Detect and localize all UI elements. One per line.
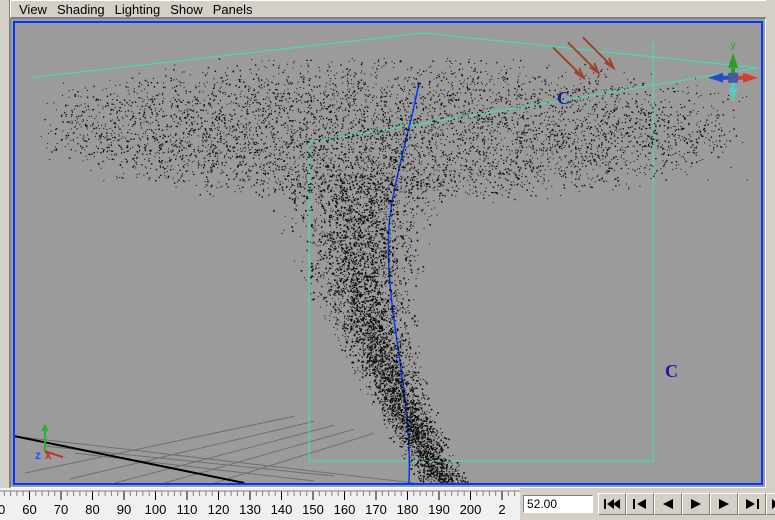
menu-shading[interactable]: Shading [53, 1, 109, 18]
prev-frame-button[interactable] [654, 493, 682, 515]
menu-lighting[interactable]: Lighting [111, 1, 165, 18]
menu-view[interactable]: View [15, 1, 51, 18]
viewport-panel[interactable]: y z x C C [10, 18, 766, 488]
axis-z-label: z [35, 448, 41, 462]
viewport-active-border: y z x C C [13, 21, 763, 485]
menu-panels[interactable]: Panels [209, 1, 257, 18]
camera-label-top: C [557, 88, 570, 109]
left-gutter [0, 0, 10, 488]
gizmo-y-label: y [731, 40, 736, 51]
playback-controls [598, 493, 775, 515]
viewport-canvas[interactable]: y z x [15, 23, 761, 483]
play-button[interactable] [682, 493, 710, 515]
axis-x-label: x [45, 448, 52, 462]
menu-show[interactable]: Show [166, 1, 207, 18]
next-frame-button[interactable] [710, 493, 738, 515]
current-frame-input[interactable] [523, 495, 593, 513]
prev-key-button[interactable] [626, 493, 654, 515]
go-start-button[interactable] [598, 493, 626, 515]
next-key-button[interactable] [738, 493, 766, 515]
go-end-button[interactable] [766, 493, 775, 515]
camera-label-bottom: C [665, 361, 678, 382]
time-ruler[interactable]: 5060708090100110120130140150160170180190… [0, 488, 520, 520]
viewport-menu-bar: View Shading Lighting Show Panels [10, 0, 766, 18]
ruler-scale: 5060708090100110120130140150160170180190… [0, 488, 520, 520]
